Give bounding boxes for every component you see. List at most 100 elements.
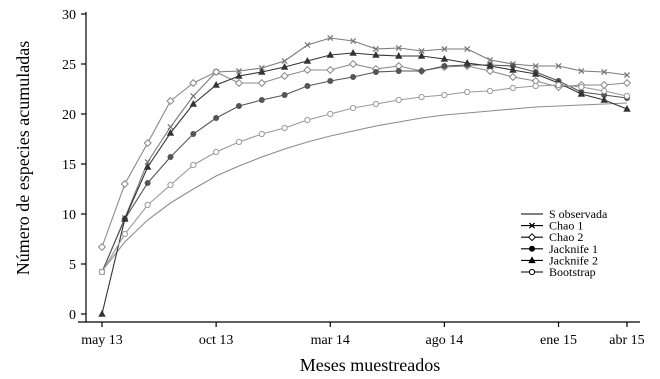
data-point-jacknife-1 (418, 68, 425, 75)
legend-item-s-observada: S observada (521, 207, 608, 221)
data-point-chao-1 (555, 62, 562, 70)
legend-item-chao-2: Chao 2 (521, 230, 583, 244)
data-point-bootstrap (281, 124, 288, 132)
legend-label: Jacknife 1 (549, 242, 598, 256)
data-point-jacknife-1 (281, 92, 288, 99)
data-point-jacknife-1 (395, 68, 402, 75)
data-point-chao-2 (348, 59, 358, 69)
data-point-chao-1 (190, 92, 197, 100)
legend-marker (528, 222, 536, 229)
data-point-chao-2 (485, 66, 495, 76)
series-bootstrap (98, 81, 631, 276)
series-line-jacknife-1 (101, 64, 628, 273)
data-point-chao-1 (601, 68, 608, 76)
data-point-bootstrap (532, 82, 539, 90)
data-point-bootstrap (395, 96, 402, 104)
data-point-bootstrap (190, 161, 197, 169)
data-point-bootstrap (349, 104, 357, 112)
data-point-jacknife-2 (143, 162, 152, 170)
data-point-chao-2 (189, 78, 198, 88)
legend-label: Jacknife 2 (549, 253, 598, 267)
data-point-chao-1 (464, 45, 471, 53)
data-point-jacknife-1 (235, 103, 242, 110)
data-point-jacknife-2 (531, 69, 540, 77)
data-point-jacknife-2 (623, 104, 631, 112)
data-point-jacknife-1 (258, 97, 265, 104)
data-point-bootstrap (144, 201, 151, 209)
legend-item-jacknife-2: Jacknife 2 (521, 253, 598, 267)
series-line-bootstrap (101, 84, 628, 273)
x-tick-label: ene 15 (540, 333, 577, 348)
data-point-jacknife-2 (509, 65, 517, 73)
data-point-jacknife-1 (350, 74, 357, 81)
data-point-jacknife-2 (166, 128, 175, 136)
x-tick-label: mar 14 (311, 333, 350, 348)
data-point-chao-1 (350, 37, 357, 45)
data-point-bootstrap (327, 110, 334, 118)
legend-label: S observada (549, 207, 608, 221)
data-point-jacknife-2 (98, 309, 106, 317)
data-point-jacknife-2 (121, 214, 129, 222)
legend-label: Bootstrap (549, 265, 596, 279)
data-point-chao-1 (304, 41, 311, 49)
legend-marker (529, 245, 536, 252)
legend-label: Chao 2 (549, 230, 583, 244)
x-tick-label: abr 15 (609, 333, 644, 348)
data-point-bootstrap (213, 148, 220, 156)
data-point-jacknife-2 (235, 71, 243, 79)
legend-item-chao-1: Chao 1 (521, 219, 583, 233)
data-point-chao-1 (441, 45, 448, 53)
legend-marker (528, 268, 536, 276)
data-point-bootstrap (98, 268, 106, 276)
data-point-chao-1 (418, 47, 425, 55)
data-point-jacknife-2 (189, 99, 198, 107)
legend-label: Chao 1 (549, 219, 583, 233)
data-point-bootstrap (464, 88, 471, 96)
data-point-chao-2 (212, 67, 221, 77)
x-tick-label: ago 14 (426, 333, 464, 348)
data-point-chao-2 (120, 179, 129, 189)
data-point-chao-1 (395, 44, 402, 52)
series-layer (97, 34, 632, 317)
data-point-chao-2 (97, 242, 107, 252)
data-point-bootstrap (121, 230, 128, 238)
data-point-jacknife-2 (349, 48, 357, 56)
series-s-observada (101, 102, 628, 272)
series-jacknife-2 (98, 48, 631, 317)
data-point-chao-2 (280, 71, 289, 81)
series-line-chao-2 (101, 63, 628, 248)
data-point-bootstrap (601, 87, 608, 95)
data-point-jacknife-1 (190, 130, 197, 137)
legend-item-jacknife-1: Jacknife 1 (521, 242, 598, 256)
data-point-chao-1 (486, 56, 494, 64)
data-point-jacknife-2 (440, 54, 449, 62)
x-ticks: may 13 oct 13 mar 14 ago 14 ene 15 abr 15 (81, 322, 645, 348)
y-tick-label: 15 (62, 158, 76, 173)
data-point-chao-2 (508, 72, 517, 82)
x-tick-label: oct 13 (199, 333, 234, 348)
data-point-chao-2 (326, 65, 335, 75)
data-point-jacknife-2 (395, 51, 403, 59)
data-point-jacknife-2 (372, 50, 380, 58)
data-point-jacknife-2 (303, 56, 312, 64)
data-point-bootstrap (578, 83, 585, 91)
data-point-bootstrap (372, 100, 380, 108)
data-point-chao-1 (281, 57, 288, 65)
data-point-jacknife-1 (304, 83, 311, 90)
data-point-bootstrap (258, 130, 265, 138)
data-point-bootstrap (509, 84, 516, 92)
data-point-chao-2 (143, 138, 152, 148)
legend-item-bootstrap: Bootstrap (521, 265, 596, 279)
data-point-chao-2 (600, 80, 609, 90)
data-point-chao-1 (235, 67, 243, 75)
x-axis-title: Meses muestreados (300, 355, 440, 375)
data-point-chao-1 (532, 62, 539, 70)
data-point-jacknife-2 (486, 61, 494, 69)
y-tick-label: 10 (62, 208, 76, 223)
series-line-s-observada (101, 102, 628, 272)
series-chao-1 (98, 34, 631, 276)
data-point-chao-2 (622, 78, 632, 88)
data-point-bootstrap (418, 93, 425, 101)
